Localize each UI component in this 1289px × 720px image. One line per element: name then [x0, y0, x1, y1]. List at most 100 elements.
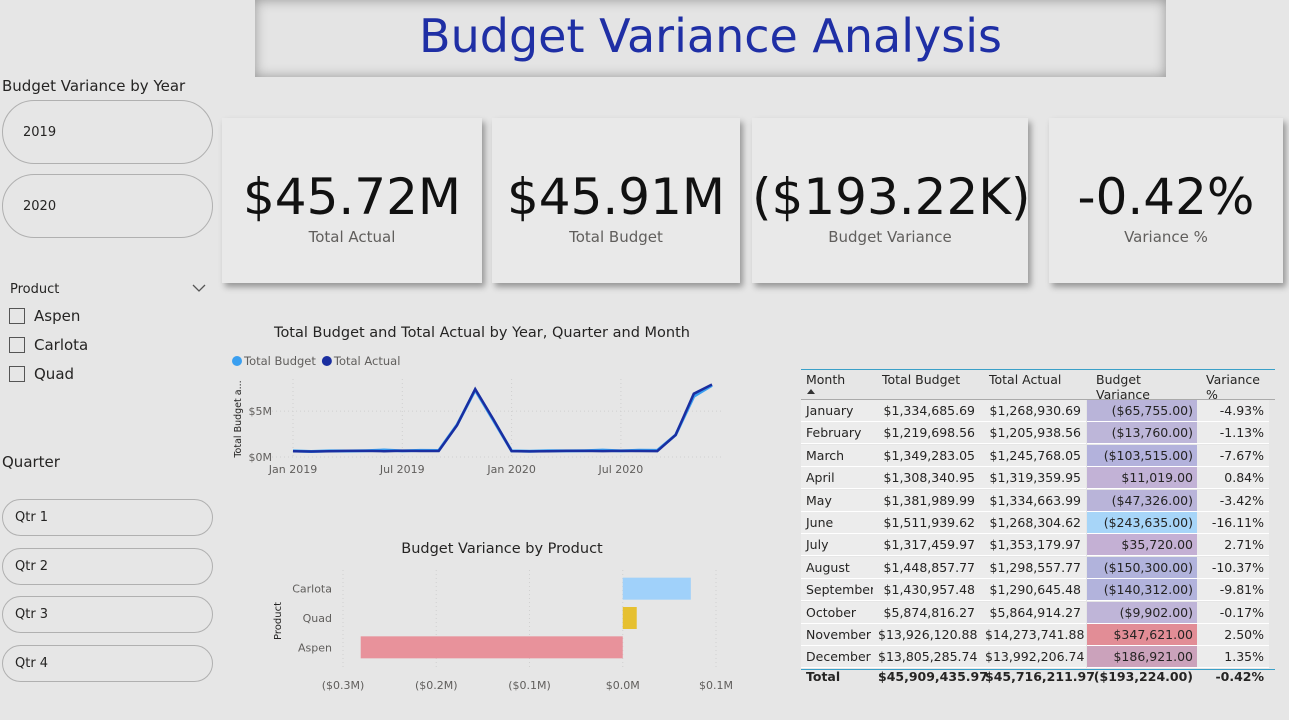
year-option[interactable]: 2020: [2, 174, 213, 238]
table: Month Total Budget Total Actual Budget Vari…: [801, 369, 1275, 689]
x-tick-label: $0.0M: [606, 679, 640, 692]
quarter-option[interactable]: Qtr 4: [2, 644, 213, 682]
table-cell: $1,268,304.62: [980, 512, 1086, 534]
table-cell: January: [801, 400, 876, 422]
product-option[interactable]: Aspen: [9, 307, 80, 325]
table-cell: ($243,635.00): [1087, 512, 1198, 534]
option-label: Aspen: [34, 307, 81, 325]
table-cell: ($9,902.00): [1087, 601, 1198, 624]
checkbox[interactable]: [9, 337, 25, 353]
y-tick-label: $5M: [249, 405, 273, 418]
bar: [622, 607, 637, 629]
y-tick-label: $0M: [249, 451, 273, 464]
x-tick-label: Jan 2019: [268, 463, 317, 476]
column-header: Total Actual: [989, 372, 1062, 387]
y-tick-label: Quad: [303, 612, 332, 625]
kpi-label: Variance %: [1124, 228, 1208, 246]
total-cell: ($193,224.00): [1093, 669, 1193, 684]
table-cell: August: [801, 556, 876, 579]
table-cell: 2.50%: [1197, 624, 1269, 646]
x-tick-label: ($0.1M): [508, 679, 551, 692]
checkbox[interactable]: [9, 308, 25, 324]
table-cell: ($13,760.00): [1087, 422, 1198, 445]
table-cell: October: [801, 601, 876, 624]
column-header: Variance %: [1206, 372, 1260, 402]
kpi-value: $45.72M: [242, 168, 462, 226]
quarter-option[interactable]: Qtr 2: [2, 547, 213, 585]
table-cell: December: [801, 646, 876, 669]
chart-title: Budget Variance by Product: [401, 541, 603, 557]
table-cell: March: [801, 444, 876, 467]
table-cell: $1,349,283.05: [873, 444, 980, 467]
product-option[interactable]: Quad: [9, 365, 74, 383]
y-tick-label: Carlota: [292, 583, 332, 596]
table-cell: 0.84%: [1197, 467, 1269, 490]
product-option[interactable]: Carlota: [9, 336, 88, 354]
table-cell: $1,298,557.77: [980, 556, 1086, 579]
table-cell: $1,319,359.95: [980, 467, 1086, 490]
legend-label: Total Budget: [243, 354, 316, 368]
table-cell: ($140,312.00): [1087, 579, 1198, 602]
total-cell: -0.42%: [1215, 669, 1264, 684]
table-cell: ($103,515.00): [1087, 444, 1198, 467]
kpi-card: ($193.22K) Budget Variance: [752, 118, 1031, 283]
table-cell: $1,317,459.97: [873, 534, 980, 557]
bar: [622, 577, 691, 600]
table-cell: $1,448,857.77: [873, 556, 980, 579]
x-tick-label: $0.1M: [699, 679, 733, 692]
table-cell: -10.37%: [1197, 556, 1269, 579]
table-cell: $1,205,938.56: [980, 422, 1086, 445]
year-option[interactable]: 2019: [2, 100, 213, 164]
table-cell: $1,245,768.05: [980, 444, 1086, 467]
table-cell: $1,268,930.69: [980, 400, 1086, 422]
table-cell: April: [801, 467, 876, 490]
kpi-label: Total Budget: [569, 228, 663, 246]
chart-title: Total Budget and Total Actual by Year, Q…: [273, 325, 690, 341]
sort-arrow: [807, 389, 815, 394]
total-cell: $45,909,435.97: [878, 669, 988, 684]
table-cell: -9.81%: [1197, 579, 1269, 602]
kpi-card: $45.72M Total Actual: [222, 118, 482, 283]
total-cell: $45,716,211.97: [985, 669, 1095, 684]
table-cell: ($47,326.00): [1087, 489, 1198, 512]
table-cell: $1,381,989.99: [873, 489, 980, 512]
kpi-label: Total Actual: [308, 228, 396, 246]
table-cell: July: [801, 534, 876, 557]
kpi-card: -0.42% Variance %: [1049, 118, 1283, 283]
column-header: Total Budget: [882, 372, 961, 387]
dropdown-chevron[interactable]: [192, 283, 206, 293]
table-cell: -4.93%: [1197, 400, 1269, 422]
table-cell: May: [801, 489, 876, 512]
x-tick-label: ($0.2M): [415, 679, 458, 692]
table-cell: $1,334,663.99: [980, 489, 1086, 512]
table-cell: $5,874,816.27: [873, 601, 980, 624]
quarter-option[interactable]: Qtr 3: [2, 596, 213, 633]
table-cell: -16.11%: [1197, 512, 1269, 534]
table-cell: $35,720.00: [1087, 534, 1198, 557]
kpi-card: $45.91M Total Budget: [492, 118, 740, 283]
column-header: Month: [806, 372, 846, 387]
table-cell: $186,921.00: [1087, 646, 1198, 669]
table-cell: February: [801, 422, 876, 445]
total-cell: Total: [806, 669, 841, 684]
legend-marker: [232, 356, 242, 366]
x-tick-label: Jul 2019: [379, 463, 425, 476]
kpi-value: $45.91M: [506, 168, 726, 226]
y-axis-label: Total Budget a...: [233, 380, 244, 458]
bar: [360, 636, 623, 659]
table-top-border: [801, 369, 1275, 370]
table-cell: November: [801, 624, 876, 646]
quarter-option[interactable]: Qtr 1: [2, 499, 213, 536]
table-cell: $14,273,741.88: [980, 624, 1086, 646]
y-tick-label: Aspen: [298, 641, 332, 654]
table-cell: $11,019.00: [1087, 467, 1198, 490]
series-line: [292, 383, 713, 453]
table-cell: $13,926,120.88: [873, 624, 980, 646]
table-cell: ($65,755.00): [1087, 400, 1198, 422]
legend-label: Total Actual: [333, 354, 401, 368]
table-cell: September: [801, 579, 876, 602]
page-title: Budget Variance Analysis: [419, 9, 1002, 63]
checkbox[interactable]: [9, 366, 25, 382]
table-cell: $13,992,206.74: [980, 646, 1086, 669]
